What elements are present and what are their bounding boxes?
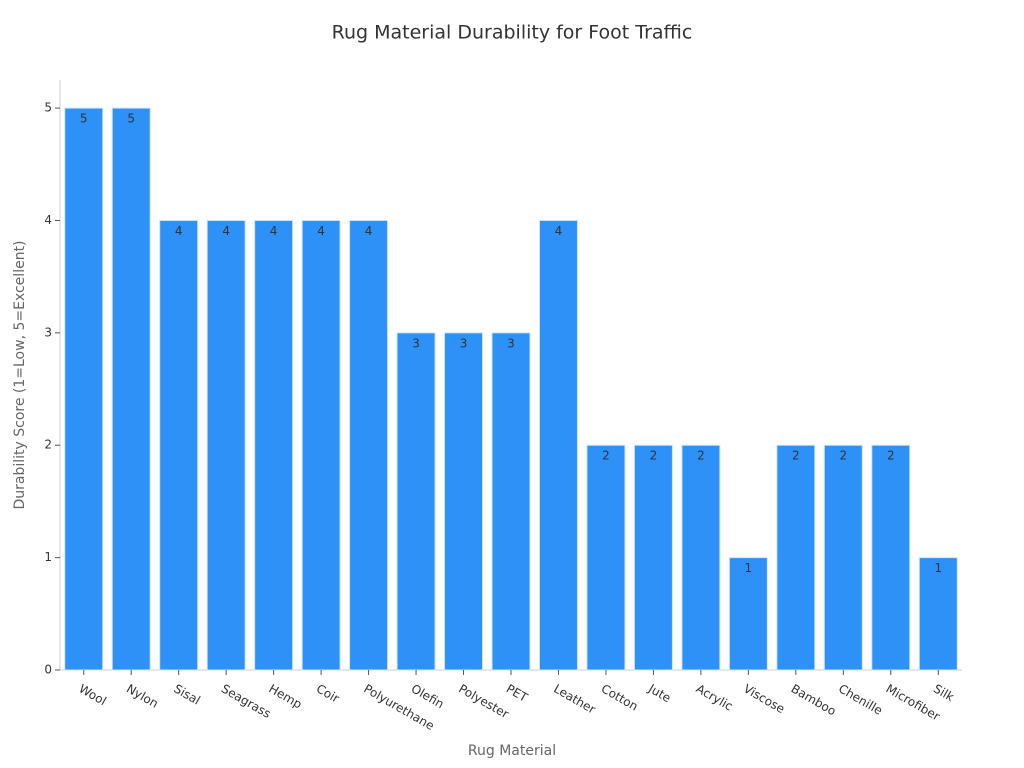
x-tick-label: Bamboo: [789, 682, 839, 719]
value-label: 3: [507, 336, 515, 350]
chart-title: Rug Material Durability for Foot Traffic: [332, 22, 693, 44]
bar: [538, 219, 578, 671]
value-label: 4: [555, 224, 563, 238]
value-label: 5: [127, 112, 135, 126]
x-tick-label: PET: [504, 682, 531, 706]
bar: [159, 219, 199, 671]
bar: [64, 107, 104, 671]
value-label: 4: [365, 224, 373, 238]
x-tick-label: Chenille: [836, 682, 885, 718]
value-label: 3: [460, 336, 468, 350]
bar: [396, 332, 436, 671]
value-label: 1: [745, 561, 753, 575]
y-tick-label: 4: [44, 213, 52, 227]
x-tick-label: Hemp: [266, 682, 304, 712]
y-axis-label: Durability Score (1=Low, 5=Excellent): [12, 240, 28, 509]
bar: [823, 444, 863, 671]
bar: [776, 444, 816, 671]
y-tick-label: 1: [44, 550, 52, 564]
x-tick-label: Coir: [314, 682, 342, 706]
x-tick-label: Jute: [645, 681, 673, 705]
value-label: 4: [175, 224, 183, 238]
bar: [728, 557, 768, 671]
value-label: 4: [270, 224, 278, 238]
value-label: 4: [317, 224, 325, 238]
bar: [918, 557, 958, 671]
bar: [254, 219, 294, 671]
bar: [206, 219, 246, 671]
bar: [301, 219, 341, 671]
bar: [444, 332, 484, 671]
x-tick-label: Wool: [76, 682, 108, 709]
x-tick-label: Cotton: [599, 682, 641, 714]
value-label: 2: [839, 449, 847, 463]
x-tick-label: Seagrass: [219, 682, 273, 722]
value-label: 5: [80, 112, 88, 126]
x-tick-label: Acrylic: [694, 682, 736, 714]
value-label: 1: [934, 561, 942, 575]
value-label: 2: [602, 449, 610, 463]
value-label: 3: [412, 336, 420, 350]
value-label: 2: [650, 449, 658, 463]
y-tick-label: 5: [44, 101, 52, 115]
x-tick-label: Leather: [551, 682, 598, 717]
value-label: 2: [697, 449, 705, 463]
x-tick-label: Olefin: [409, 682, 447, 712]
bar: [681, 444, 721, 671]
x-tick-label: Viscose: [741, 682, 787, 717]
y-tick-label: 0: [44, 663, 52, 677]
bar: [491, 332, 531, 671]
x-tick-label: Polyester: [456, 682, 511, 722]
y-tick-label: 2: [44, 438, 52, 452]
bar: [111, 107, 151, 671]
x-tick-label: Sisal: [171, 682, 202, 708]
y-tick-label: 3: [44, 325, 52, 339]
bar: [871, 444, 911, 671]
x-tick-label: Nylon: [124, 682, 161, 711]
bar: [633, 444, 673, 671]
value-label: 2: [887, 449, 895, 463]
bar: [349, 219, 389, 671]
x-axis-label: Rug Material: [468, 743, 556, 759]
x-tick-label: Silk: [931, 682, 956, 705]
value-label: 4: [222, 224, 230, 238]
value-label: 2: [792, 449, 800, 463]
bar: [586, 444, 626, 671]
